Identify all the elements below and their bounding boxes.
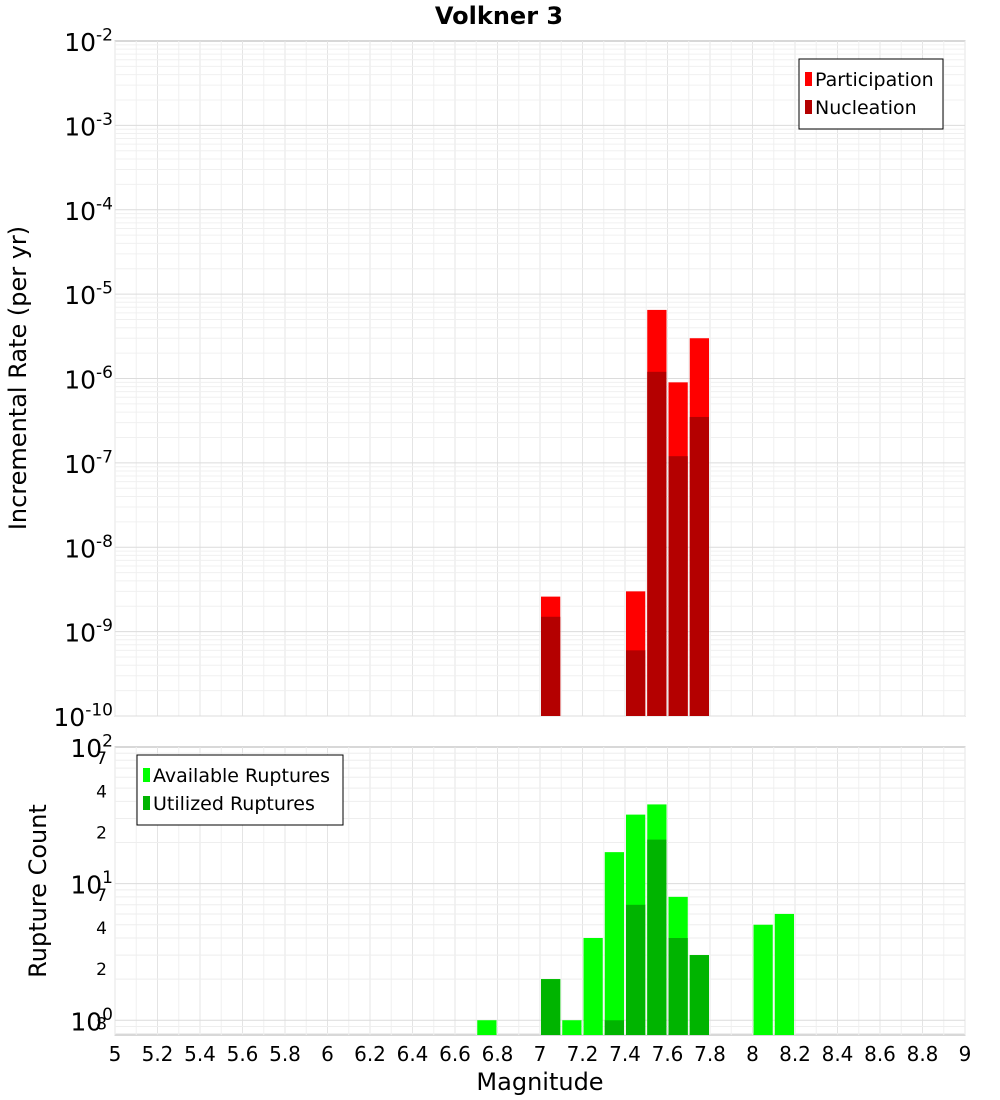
magnitude-x-ticks: 5 5.2 5.4 5.6 5.8 6 6.2 6.4 6.6 6.8 7 7.2 7.4 7.6 7.8 8… (109, 1042, 972, 1066)
count-available-ruptures-bar (753, 924, 773, 1035)
x-tick-label: 7.8 (694, 1042, 726, 1066)
count-y-minor-tick-label: 7 (96, 886, 107, 906)
rate-nucleation-bar (647, 371, 667, 716)
count-legend: Available Ruptures Utilized Ruptures (136, 754, 344, 826)
rate-legend-label: Participation (815, 69, 934, 91)
rate-legend: Participation Nucleation (798, 58, 944, 130)
count-legend-label: Utilized Ruptures (153, 793, 315, 815)
x-tick-label: 8.8 (907, 1042, 939, 1066)
count-y-axis-label: Rupture Count (24, 804, 52, 978)
rate-legend-swatch (805, 100, 812, 114)
rate-nucleation-bar (626, 650, 646, 716)
x-tick-label: 8.2 (779, 1042, 811, 1066)
count-available-ruptures-bar (774, 913, 794, 1035)
count-y-minor-tick-label: 8 (96, 1014, 107, 1034)
count-y-minor-tick-label: 4 (96, 919, 107, 939)
count-available-ruptures-bar (477, 1020, 497, 1035)
count-utilized-ruptures-bar (626, 904, 646, 1035)
count-utilized-ruptures-bar (689, 955, 709, 1035)
count-y-tick-label: 101 (70, 868, 113, 900)
count-y-ticks: 100 101 102 8 2 4 7 2 4 7 (70, 732, 113, 1037)
rate-grid (114, 41, 966, 717)
x-tick-label: 5.6 (227, 1042, 259, 1066)
count-utilized-ruptures-bar (647, 839, 667, 1035)
count-available-ruptures-bar (562, 1020, 582, 1035)
x-tick-label: 5.2 (142, 1042, 174, 1066)
x-tick-label: 6.6 (439, 1042, 471, 1066)
rate-y-tick-label: 10-4 (64, 194, 113, 226)
x-tick-label: 5.8 (269, 1042, 301, 1066)
count-y-tick-label: 102 (70, 732, 113, 764)
rate-nucleation-bar (668, 456, 688, 716)
x-tick-label: 5 (109, 1042, 122, 1066)
rate-panel: 10-10 10-9 10-8 10-7 10-6 10-5 10-4 10-3 10-2 In… (4, 26, 966, 733)
x-tick-label: 6.4 (397, 1042, 429, 1066)
x-tick-label: 7.6 (652, 1042, 684, 1066)
rate-y-tick-label: 10-7 (64, 447, 113, 479)
rate-y-tick-label: 10-5 (64, 279, 113, 311)
count-utilized-ruptures-bar (541, 979, 561, 1035)
count-legend-swatch (143, 768, 150, 782)
count-y-tick-label: 100 (70, 1005, 113, 1037)
x-tick-label: 8.4 (822, 1042, 854, 1066)
x-tick-label: 8 (746, 1042, 759, 1066)
count-y-minor-tick-label: 2 (96, 960, 107, 980)
count-y-minor-tick-label: 4 (96, 782, 107, 802)
x-tick-label: 6.8 (482, 1042, 514, 1066)
rate-nucleation-bar (689, 416, 709, 716)
count-utilized-ruptures-bar (668, 937, 688, 1035)
x-axis-label: Magnitude (476, 1068, 603, 1096)
count-legend-swatch (143, 796, 150, 810)
rate-y-axis-label: Incremental Rate (per yr) (4, 226, 32, 530)
count-available-ruptures-bar (583, 937, 603, 1035)
x-tick-label: 7.2 (567, 1042, 599, 1066)
rate-legend-swatch (805, 72, 812, 86)
rate-y-tick-label: 10-2 (64, 26, 113, 58)
x-tick-label: 8.6 (864, 1042, 896, 1066)
x-tick-label: 7 (534, 1042, 547, 1066)
x-tick-label: 6.2 (354, 1042, 386, 1066)
count-y-minor-tick-label: 2 (96, 823, 107, 843)
rate-legend-label: Nucleation (815, 97, 917, 119)
count-utilized-ruptures-bar (604, 1020, 624, 1035)
rate-y-tick-label: 10-3 (64, 110, 113, 142)
x-tick-label: 5.4 (184, 1042, 216, 1066)
rate-y-ticks: 10-10 10-9 10-8 10-7 10-6 10-5 10-4 10-3 10-2 (53, 26, 113, 733)
rate-legend-box (798, 58, 944, 130)
rate-y-tick-label: 10-8 (64, 532, 113, 564)
count-y-minor-tick-label: 7 (96, 749, 107, 769)
count-grid (114, 747, 966, 1035)
x-tick-label: 9 (959, 1042, 972, 1066)
count-panel: 100 101 102 8 2 4 7 2 4 7 5 5.2 5.4 5.6 5.8 6 6.2 6.4 6.6… (24, 732, 971, 1097)
x-tick-label: 6 (321, 1042, 334, 1066)
rate-y-tick-label: 10-10 (53, 701, 113, 733)
count-available-ruptures-bar (604, 852, 624, 1035)
rate-bars (541, 309, 709, 716)
count-legend-box (136, 754, 344, 826)
count-bars (477, 804, 794, 1035)
rate-y-tick-label: 10-6 (64, 363, 113, 395)
x-tick-label: 7.4 (609, 1042, 641, 1066)
rate-nucleation-bar (541, 616, 561, 716)
count-legend-label: Available Ruptures (153, 765, 330, 787)
chart-title: Volkner 3 (435, 2, 563, 30)
rate-y-tick-label: 10-9 (64, 616, 113, 648)
